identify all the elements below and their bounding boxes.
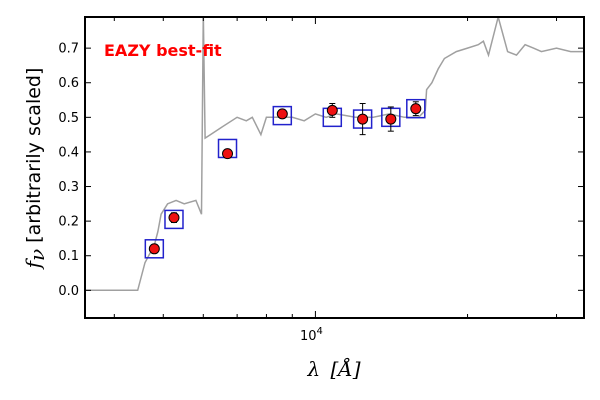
- observed-flux-point: [276, 108, 288, 120]
- observed-flux-point: [148, 243, 160, 255]
- model-flux-box: [164, 209, 184, 230]
- plot-frame: [84, 16, 585, 319]
- y-tick-label: 0.6: [58, 76, 79, 91]
- observed-flux-point: [222, 148, 234, 160]
- plot-area: [85, 17, 584, 292]
- annotation-label: EAZY best-fit: [104, 41, 222, 60]
- x-axis-label: λ [Å]: [306, 356, 360, 381]
- y-tick-label: 0.0: [58, 284, 79, 299]
- observed-flux-point: [326, 104, 338, 116]
- model-flux-box: [144, 239, 165, 259]
- observed-flux-point: [357, 113, 369, 125]
- y-tick-label: 0.5: [58, 111, 79, 126]
- x-tick-label: 104: [300, 326, 323, 344]
- model-flux-box: [272, 105, 293, 126]
- y-axis-label: fν[arbitrarily scaled]: [21, 68, 49, 271]
- y-tick-label: 0.3: [58, 180, 79, 195]
- axes: 0.0 0.1 0.2 0.3 0.4 0.5 0.6 0.7 104: [58, 17, 584, 344]
- y-tick-label: 0.1: [58, 249, 79, 264]
- observed-flux-point: [410, 103, 422, 115]
- observed-flux-point: [385, 113, 397, 125]
- model-flux-box: [406, 98, 426, 119]
- y-tick-label: 0.2: [58, 215, 79, 230]
- y-tick-label: 0.4: [58, 145, 79, 160]
- y-tick-label: 0.7: [58, 42, 79, 57]
- observed-flux-point: [168, 212, 180, 224]
